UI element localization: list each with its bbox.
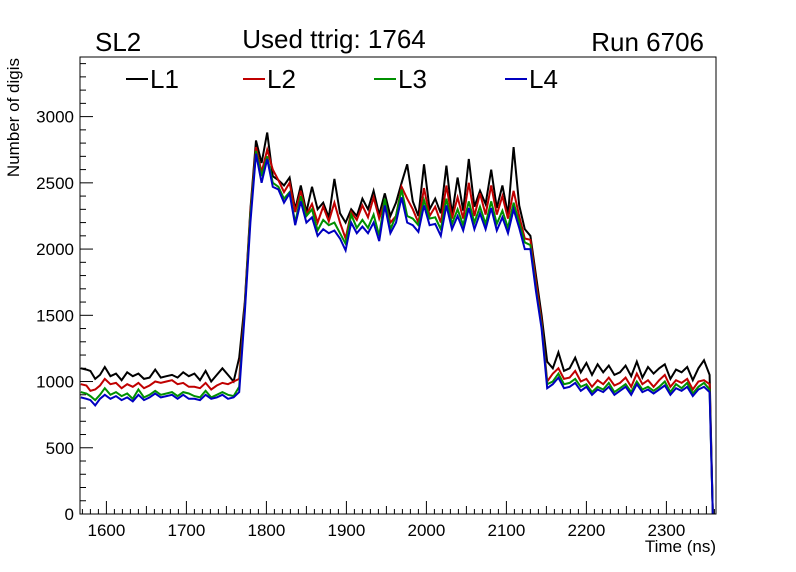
legend-item-l3: L3 (374, 64, 427, 94)
chart-title-center: Used ttrig: 1764 (242, 24, 426, 54)
x-tick-label: 2100 (487, 521, 525, 540)
x-tick-label: 1600 (87, 521, 125, 540)
axes: 1600 1700 1800 1900 2000 2100 2200 2300 0 500 1000… (36, 56, 717, 540)
x-tick-label: 1900 (327, 521, 365, 540)
legend-item-l2: L2 (243, 64, 296, 94)
legend: L1 L2 L3 L4 (126, 64, 558, 94)
y-tick-label: 1500 (36, 306, 74, 325)
plot-frame (79, 56, 717, 515)
legend-label: L4 (529, 64, 558, 94)
chart-title-right: Run 6706 (591, 27, 704, 57)
data-lines (80, 132, 714, 515)
y-tick-label: 1000 (36, 373, 74, 392)
x-axis-label: Time (ns) (645, 537, 716, 556)
legend-label: L3 (398, 64, 427, 94)
legend-label: L1 (150, 64, 179, 94)
x-tick-label: 2300 (647, 521, 685, 540)
x-tick-label: 1700 (167, 521, 205, 540)
y-tick-label: 500 (46, 439, 74, 458)
legend-item-l4: L4 (505, 64, 558, 94)
legend-item-l1: L1 (126, 64, 179, 94)
x-tick-label: 1800 (247, 521, 285, 540)
x-tick-label: 2000 (407, 521, 445, 540)
series-line-l3 (80, 150, 714, 515)
y-tick-label: 3000 (36, 108, 74, 127)
chart-title-left: SL2 (95, 27, 141, 57)
legend-label: L2 (267, 64, 296, 94)
series-line-l4 (80, 153, 714, 515)
y-tick-label: 0 (65, 505, 74, 524)
series-line-l1 (80, 132, 714, 515)
x-tick-label: 2200 (567, 521, 605, 540)
y-tick-label: 2000 (36, 240, 74, 259)
y-tick-label: 2500 (36, 174, 74, 193)
y-axis-label: Number of digis (4, 58, 23, 177)
